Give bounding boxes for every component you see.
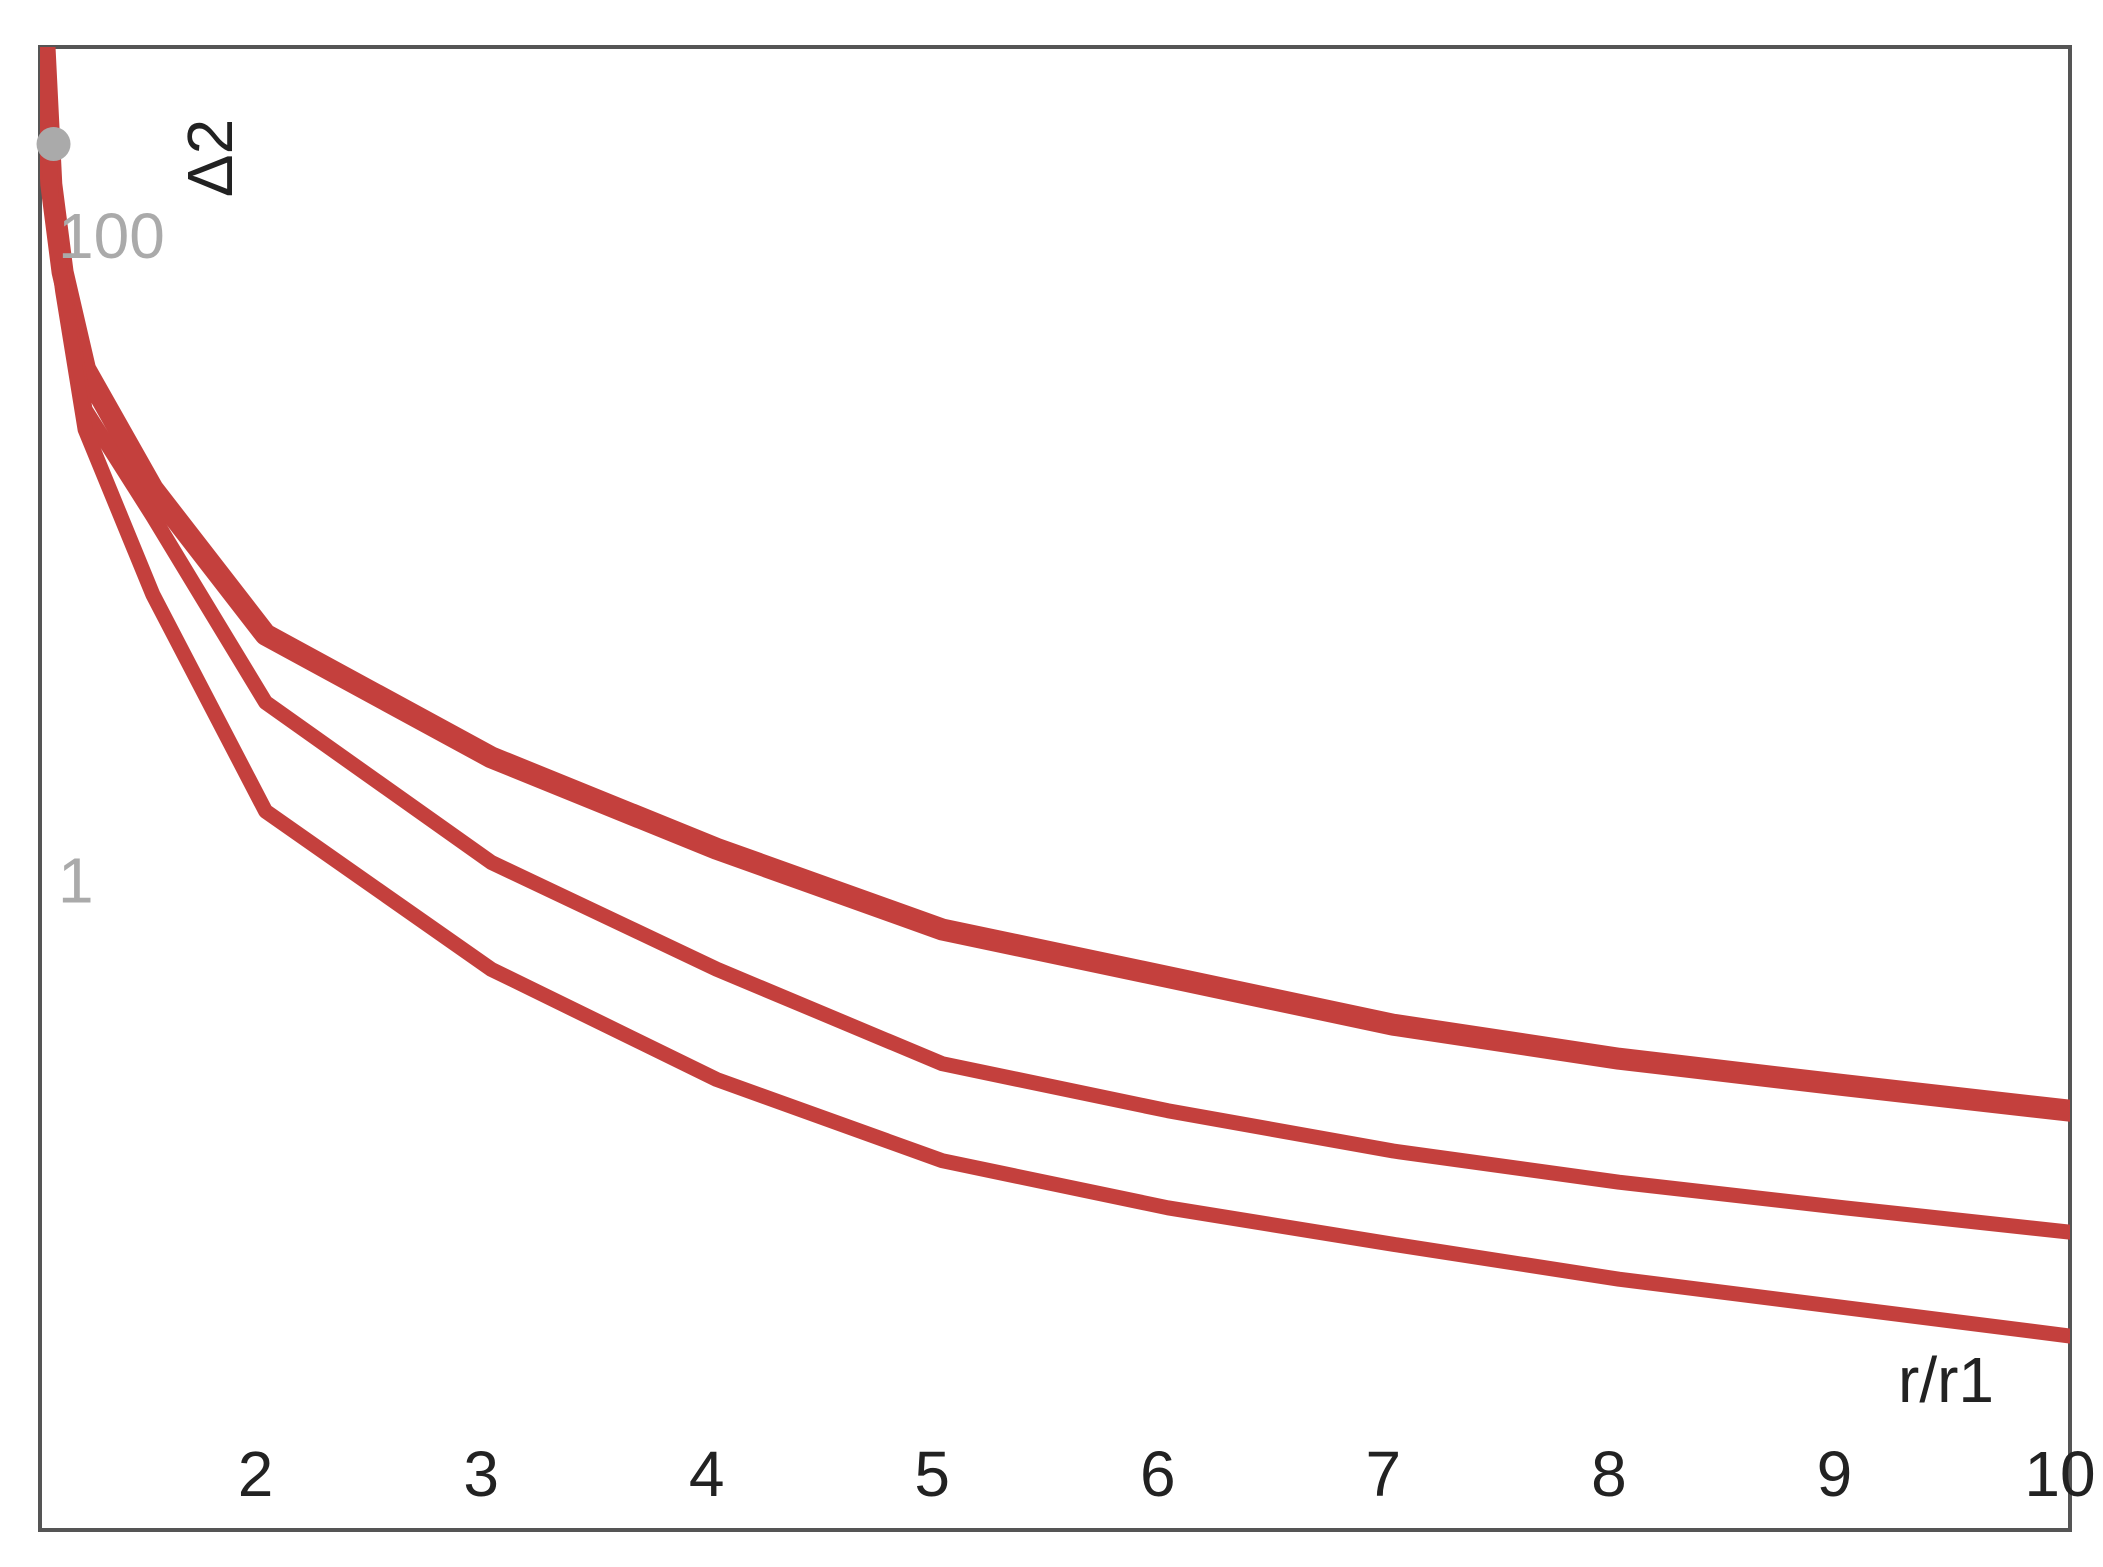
curve (40, 47, 2070, 1344)
x-tick-label: 10 (2024, 1438, 2095, 1510)
x-tick-label: 4 (689, 1438, 725, 1510)
x-tick-label: 9 (1817, 1438, 1853, 1510)
x-tick-label: 8 (1591, 1438, 1627, 1510)
x-tick-label: 7 (1366, 1438, 1402, 1510)
x-tick-label: 6 (1140, 1438, 1176, 1510)
x-axis-label: r/r1 (1898, 1344, 1994, 1416)
x-tick-label: 3 (463, 1438, 499, 1510)
point (36, 127, 71, 162)
x-tick-label: 2 (238, 1438, 274, 1510)
y-tick-label: 1 (58, 844, 94, 916)
x-tick-label: 5 (914, 1438, 950, 1510)
y-tick-label: 100 (58, 200, 165, 272)
curves (40, 47, 2070, 1344)
plot-frame (38, 45, 2072, 1532)
y-axis-label: Δ2 (174, 119, 246, 197)
